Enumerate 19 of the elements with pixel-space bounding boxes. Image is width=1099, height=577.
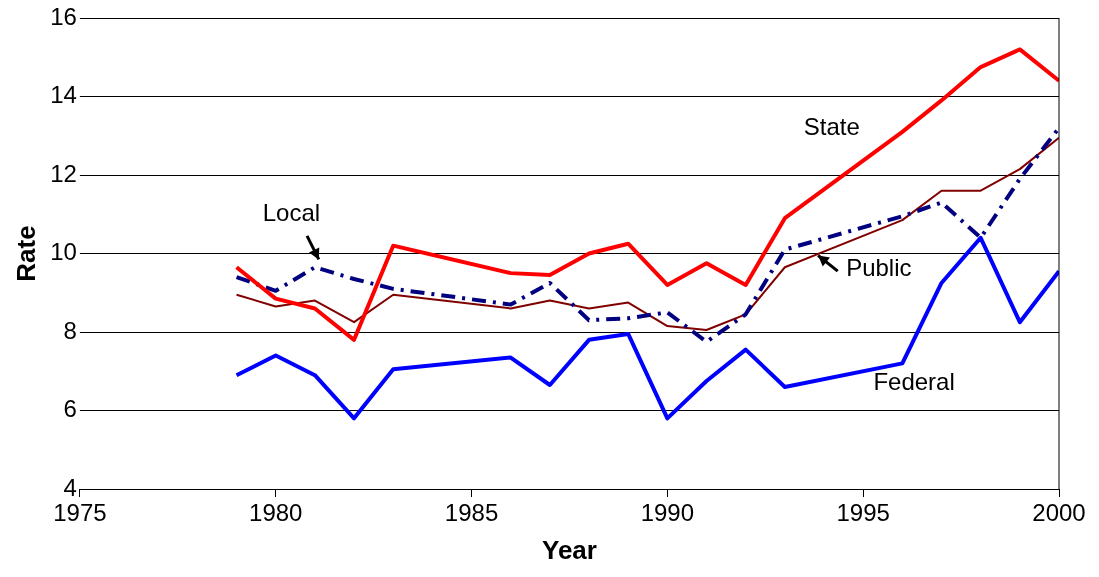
y-tick-label: 8 bbox=[63, 316, 77, 344]
x-tick-label: 2000 bbox=[1032, 499, 1086, 527]
y-axis-title: Rate bbox=[10, 225, 41, 282]
x-tick-label: 1980 bbox=[249, 499, 303, 527]
x-tick-label: 1975 bbox=[53, 499, 107, 527]
y-tick-label: 10 bbox=[50, 238, 77, 266]
series-label: State bbox=[803, 112, 860, 140]
x-axis-title: Year bbox=[541, 534, 597, 565]
x-tick-label: 1985 bbox=[444, 499, 499, 527]
x-tick-label: 1995 bbox=[836, 499, 890, 527]
series-label: Public bbox=[846, 253, 912, 281]
y-tick-label: 14 bbox=[50, 81, 77, 109]
y-tick-label: 16 bbox=[50, 2, 77, 30]
y-tick-label: 12 bbox=[50, 159, 77, 187]
series-label: Federal bbox=[873, 367, 955, 395]
series-label: Local bbox=[262, 198, 321, 226]
y-tick-label: 4 bbox=[63, 473, 77, 501]
y-tick-label: 6 bbox=[63, 395, 77, 423]
x-tick-label: 1990 bbox=[640, 499, 695, 527]
